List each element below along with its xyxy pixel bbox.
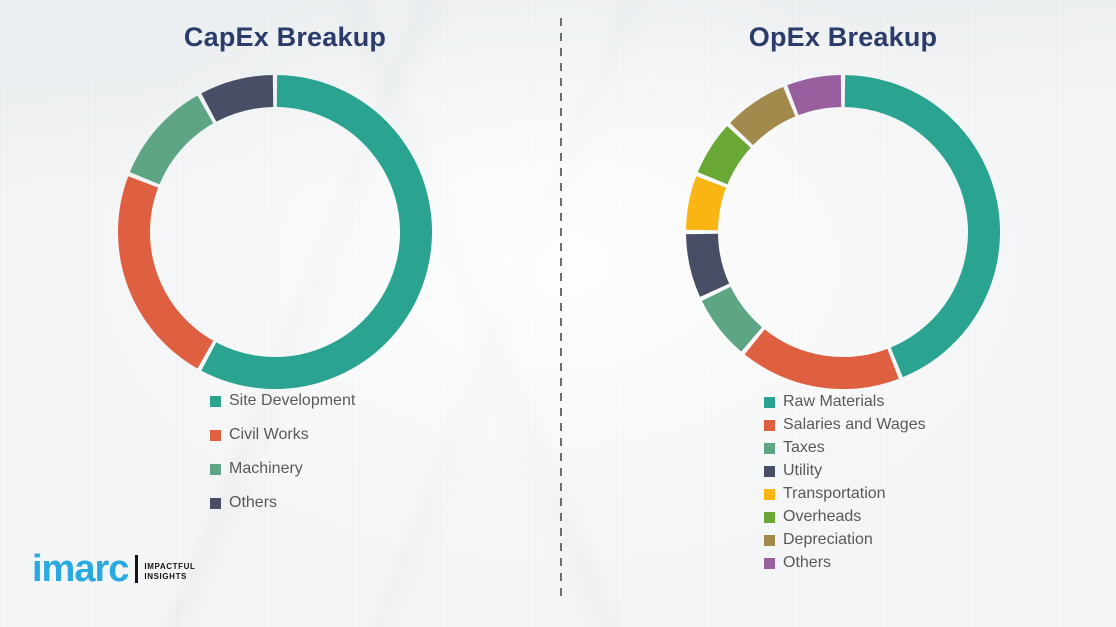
logo-separator-bar: [135, 555, 139, 584]
logo-tagline-line2: INSIGHTS: [144, 572, 187, 582]
capex-donut-chart: [118, 75, 432, 389]
legend-marker: [764, 396, 775, 408]
legend-marker: [764, 442, 775, 454]
legend-item: Utility: [764, 462, 926, 480]
legend-item: Civil Works: [210, 426, 355, 444]
donut-segment-site-development: [201, 75, 432, 389]
legend-label: Utility: [783, 462, 823, 479]
logo-tagline: IMPACTFUL INSIGHTS: [144, 562, 195, 586]
legend-marker: [764, 557, 775, 569]
legend-label: Civil Works: [229, 426, 309, 443]
donut-segment-others: [201, 75, 274, 122]
capex-title: CapEx Breakup: [183, 22, 387, 52]
legend-marker: [764, 511, 775, 523]
opex-donut-chart: [686, 75, 1000, 389]
legend-label: Machinery: [229, 460, 303, 477]
imarc-wordmark: imarc: [32, 548, 129, 590]
donut-segment-raw-materials: [844, 75, 1000, 378]
legend-label: Taxes: [783, 439, 825, 456]
legend-item: Taxes: [764, 439, 926, 457]
donut-segment-taxes: [701, 286, 763, 352]
legend-item: Machinery: [210, 460, 355, 478]
opex-legend: Raw Materials Salaries and Wages Taxes Util…: [764, 393, 926, 577]
logo-tagline-line1: IMPACTFUL: [144, 562, 196, 572]
opex-title: OpEx Breakup: [748, 22, 938, 52]
legend-item: Salaries and Wages: [764, 416, 926, 434]
legend-marker: [764, 465, 775, 477]
capex-legend: Site Development Civil Works Machinery Othe…: [210, 392, 355, 528]
legend-item: Site Development: [210, 392, 355, 410]
donut-segment-civil-works: [118, 176, 214, 369]
legend-label: Depreciation: [783, 531, 873, 548]
legend-item: Others: [764, 554, 926, 572]
donut-segment-salaries-and-wages: [744, 329, 899, 389]
donut-segment-machinery: [129, 95, 214, 185]
legend-label: Salaries and Wages: [783, 416, 926, 433]
legend-label: Others: [783, 554, 832, 571]
legend-label: Overheads: [783, 508, 862, 525]
legend-label: Site Development: [229, 392, 356, 409]
imarc-logo: imarc IMPACTFUL INSIGHTS: [32, 548, 195, 590]
donut-segment-depreciation: [730, 86, 796, 146]
legend-label: Others: [229, 494, 278, 511]
legend-label: Transportation: [783, 485, 886, 502]
divider-dashed-line: [560, 18, 562, 600]
legend-label: Raw Materials: [783, 393, 885, 410]
donut-segment-transportation: [686, 176, 727, 231]
donut-segment-overheads: [697, 126, 752, 185]
legend-marker: [764, 488, 775, 500]
legend-marker: [210, 497, 221, 509]
legend-item: Raw Materials: [764, 393, 926, 411]
donut-segment-others: [787, 75, 842, 116]
legend-item: Transportation: [764, 485, 926, 503]
legend-marker: [210, 429, 221, 441]
legend-marker: [764, 419, 775, 431]
legend-marker: [764, 534, 775, 546]
legend-item: Overheads: [764, 508, 926, 526]
legend-marker: [210, 463, 221, 475]
legend-item: Depreciation: [764, 531, 926, 549]
donut-segment-utility: [686, 233, 730, 297]
legend-marker: [210, 395, 221, 407]
legend-item: Others: [210, 494, 355, 512]
